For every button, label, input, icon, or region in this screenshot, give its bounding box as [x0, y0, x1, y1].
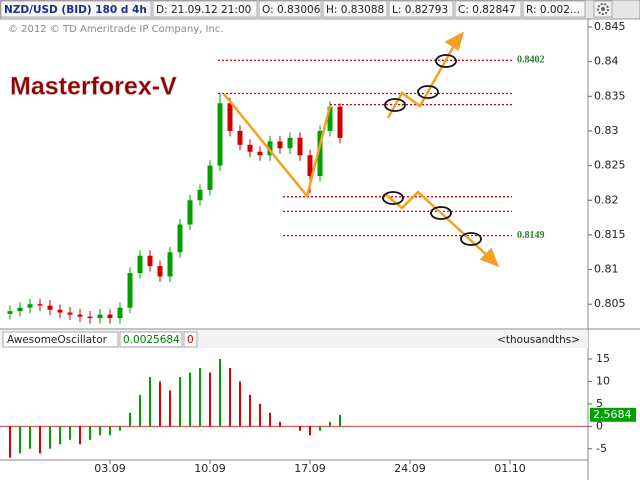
close: C: 0.82847	[458, 4, 516, 16]
y-tick-label: 0.81	[594, 263, 619, 276]
low: L: 0.82793	[392, 4, 448, 16]
candle-body	[217, 103, 223, 166]
current-value-box	[590, 407, 636, 422]
candle-body	[97, 314, 103, 319]
y-tick-label: 0.805	[594, 297, 626, 310]
level-label: 0.8402	[517, 55, 545, 66]
candle-body	[257, 151, 263, 156]
x-tick-label: 03.09	[94, 462, 126, 475]
oscillator-flag: 0	[187, 334, 194, 346]
oscillator-reading: 0.0025684	[123, 334, 180, 346]
candle-body	[287, 137, 293, 149]
high: H: 0.83088	[326, 4, 384, 16]
pattern-ellipses	[382, 54, 482, 246]
candle-body	[227, 103, 233, 131]
y-tick-label: 0.845	[594, 20, 626, 33]
oscillator-unit: <thousandths>	[497, 334, 580, 346]
current-value-label: 2.5684	[593, 408, 632, 421]
y-tick-label: 0.84	[594, 55, 619, 68]
candle-body	[127, 273, 133, 308]
candle-body	[207, 165, 213, 190]
candle-body	[157, 266, 163, 277]
settings-icon[interactable]	[593, 0, 613, 18]
price-panel: 0.845 0.84 0.835 0.83 0.825 0.82 0.815 0.81 0.80…	[7, 20, 626, 324]
candle-body	[47, 305, 53, 310]
oscillator-cell	[183, 331, 198, 348]
candle-body	[327, 106, 333, 131]
candle-body	[167, 252, 173, 277]
candle-body	[77, 314, 83, 317]
candle-body	[307, 155, 313, 177]
oscillator-panel: 15 10 5 0 -5 03.09 10.09 17.09 24.09 01.10 2.5684	[0, 352, 636, 475]
candle-body	[247, 144, 253, 152]
x-tick-label: 10.09	[194, 462, 226, 475]
y-tick-label: 0.82	[594, 193, 619, 206]
y-tick-label: 0.815	[594, 228, 626, 241]
candle-body	[337, 106, 343, 138]
date: D: 21.09.12 21:00	[156, 4, 251, 16]
candle-body	[237, 130, 243, 145]
candle-body	[187, 200, 193, 225]
chart-title: Masterforex-V	[10, 73, 177, 101]
y-tick-label: 0.83	[594, 124, 619, 137]
x-tick-label: 24.09	[394, 462, 426, 475]
candle-body	[7, 311, 13, 314]
candle-body	[267, 141, 273, 156]
candle-body	[87, 316, 93, 319]
candle-body	[297, 137, 303, 156]
range: R: 0.002...	[526, 4, 580, 16]
candle-body	[17, 307, 23, 312]
candle-body	[197, 189, 203, 201]
candle-body	[107, 314, 113, 319]
y-tick-label: 0.835	[594, 89, 626, 102]
oscillator-cell	[2, 331, 119, 348]
candle-body	[67, 312, 73, 315]
x-tick-label: 17.09	[294, 462, 326, 475]
oscillator-cell	[119, 331, 183, 348]
candle-body	[177, 224, 183, 253]
y-tick-label: 10	[596, 374, 610, 387]
level-label: 0.8149	[517, 230, 545, 241]
y-tick-label: 5	[596, 397, 603, 410]
y-tick-label: -5	[596, 442, 607, 455]
y-tick-label: 0	[596, 419, 603, 432]
y-tick-label: 15	[596, 352, 610, 365]
candle-body	[137, 255, 143, 274]
candle-body	[277, 141, 283, 149]
candle-body	[317, 130, 323, 177]
candle-body	[57, 309, 63, 313]
y-tick-label: 0.825	[594, 159, 626, 172]
toolbar-cells	[0, 0, 586, 18]
oscillator-name: AwesomeOscillator	[7, 334, 108, 346]
candle-body	[147, 255, 153, 267]
candle-body	[117, 307, 123, 319]
open: O: 0.83006	[262, 4, 321, 16]
symbol: NZD/USD (BID) 180 d 4h	[4, 4, 147, 16]
candle-body	[37, 304, 43, 306]
x-tick-label: 01.10	[494, 462, 526, 475]
copyright: © 2012 © TD Ameritrade IP Company, Inc.	[8, 24, 224, 35]
candle-body	[27, 304, 33, 308]
